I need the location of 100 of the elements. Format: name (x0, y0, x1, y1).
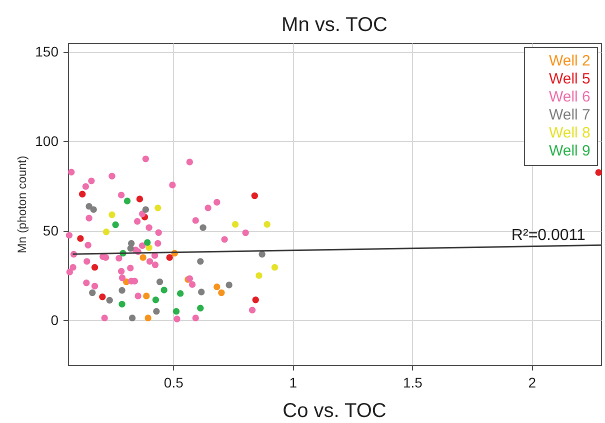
point (142, 206, 150, 213)
point (112, 221, 119, 228)
point (271, 264, 278, 271)
point (154, 204, 162, 212)
point (146, 244, 152, 251)
point (143, 292, 150, 300)
y-axis-title: Mn (photon count) (15, 156, 30, 254)
point (86, 202, 92, 210)
point (118, 268, 125, 275)
point (127, 264, 134, 272)
point (134, 292, 142, 300)
point (102, 228, 110, 236)
point (258, 250, 266, 258)
point (77, 235, 84, 242)
text: Well 9 (549, 142, 590, 160)
point (83, 280, 90, 286)
y-tick-label: 50 (42, 222, 59, 238)
point (66, 232, 73, 239)
point (192, 314, 199, 322)
point (127, 245, 134, 252)
text: Co vs. TOC (282, 400, 386, 422)
point (256, 272, 262, 279)
point (226, 282, 232, 288)
point (186, 158, 194, 166)
point (136, 196, 144, 202)
point (99, 293, 106, 300)
point (221, 236, 228, 243)
point (248, 306, 256, 314)
text: Well 7 (549, 106, 590, 124)
point (118, 287, 126, 294)
point (197, 258, 204, 265)
point (242, 229, 249, 236)
point (176, 290, 184, 297)
point (138, 242, 146, 250)
x-tick-label: 1 (289, 374, 298, 390)
point (118, 300, 126, 308)
point (153, 308, 160, 315)
point (91, 282, 98, 290)
point (169, 182, 176, 188)
point (174, 316, 180, 322)
point (146, 224, 152, 231)
point (154, 240, 162, 247)
text: Well 5 (549, 70, 590, 88)
point (144, 314, 152, 322)
point (140, 254, 146, 261)
point (232, 221, 239, 228)
point (197, 304, 204, 312)
point (82, 183, 90, 190)
point (264, 221, 270, 228)
point (152, 261, 159, 268)
point (595, 169, 602, 176)
point (156, 278, 164, 286)
point (116, 254, 122, 262)
point (155, 229, 162, 236)
text: Well 8 (549, 124, 590, 142)
point (188, 281, 196, 288)
point (70, 264, 76, 271)
point (204, 204, 212, 212)
point (89, 289, 96, 296)
point (128, 314, 136, 322)
point (166, 254, 173, 261)
point (101, 314, 108, 322)
y-tick-label: 0 (50, 312, 59, 328)
x-tick-label: 0.5 (164, 374, 184, 390)
point (200, 224, 206, 231)
point (192, 217, 199, 224)
x-tick-label: 2 (528, 374, 536, 390)
point (251, 192, 258, 200)
point (160, 286, 168, 294)
point (218, 289, 225, 296)
point (68, 168, 75, 176)
point (91, 264, 98, 271)
y-tick-label: 100 (35, 132, 59, 149)
point (118, 274, 126, 282)
point (102, 254, 110, 261)
text: Well 6 (549, 88, 590, 106)
point (84, 258, 90, 265)
point (106, 296, 113, 304)
point (118, 192, 125, 198)
point (108, 211, 116, 218)
point (252, 296, 259, 304)
point (134, 218, 141, 225)
point (214, 198, 220, 206)
point (86, 214, 92, 222)
y-tick-label: 150 (35, 43, 59, 60)
point (144, 239, 151, 246)
chart-title: Mn vs. TOC (282, 14, 388, 36)
point (78, 190, 86, 198)
point (84, 242, 92, 248)
point (152, 296, 160, 304)
point (198, 288, 205, 296)
point (90, 206, 97, 213)
text: Well 2 (549, 52, 590, 70)
point (142, 156, 150, 162)
point (66, 268, 74, 276)
point (214, 283, 220, 290)
point (108, 172, 116, 180)
point (172, 308, 180, 315)
point (124, 198, 131, 204)
point (88, 178, 95, 184)
